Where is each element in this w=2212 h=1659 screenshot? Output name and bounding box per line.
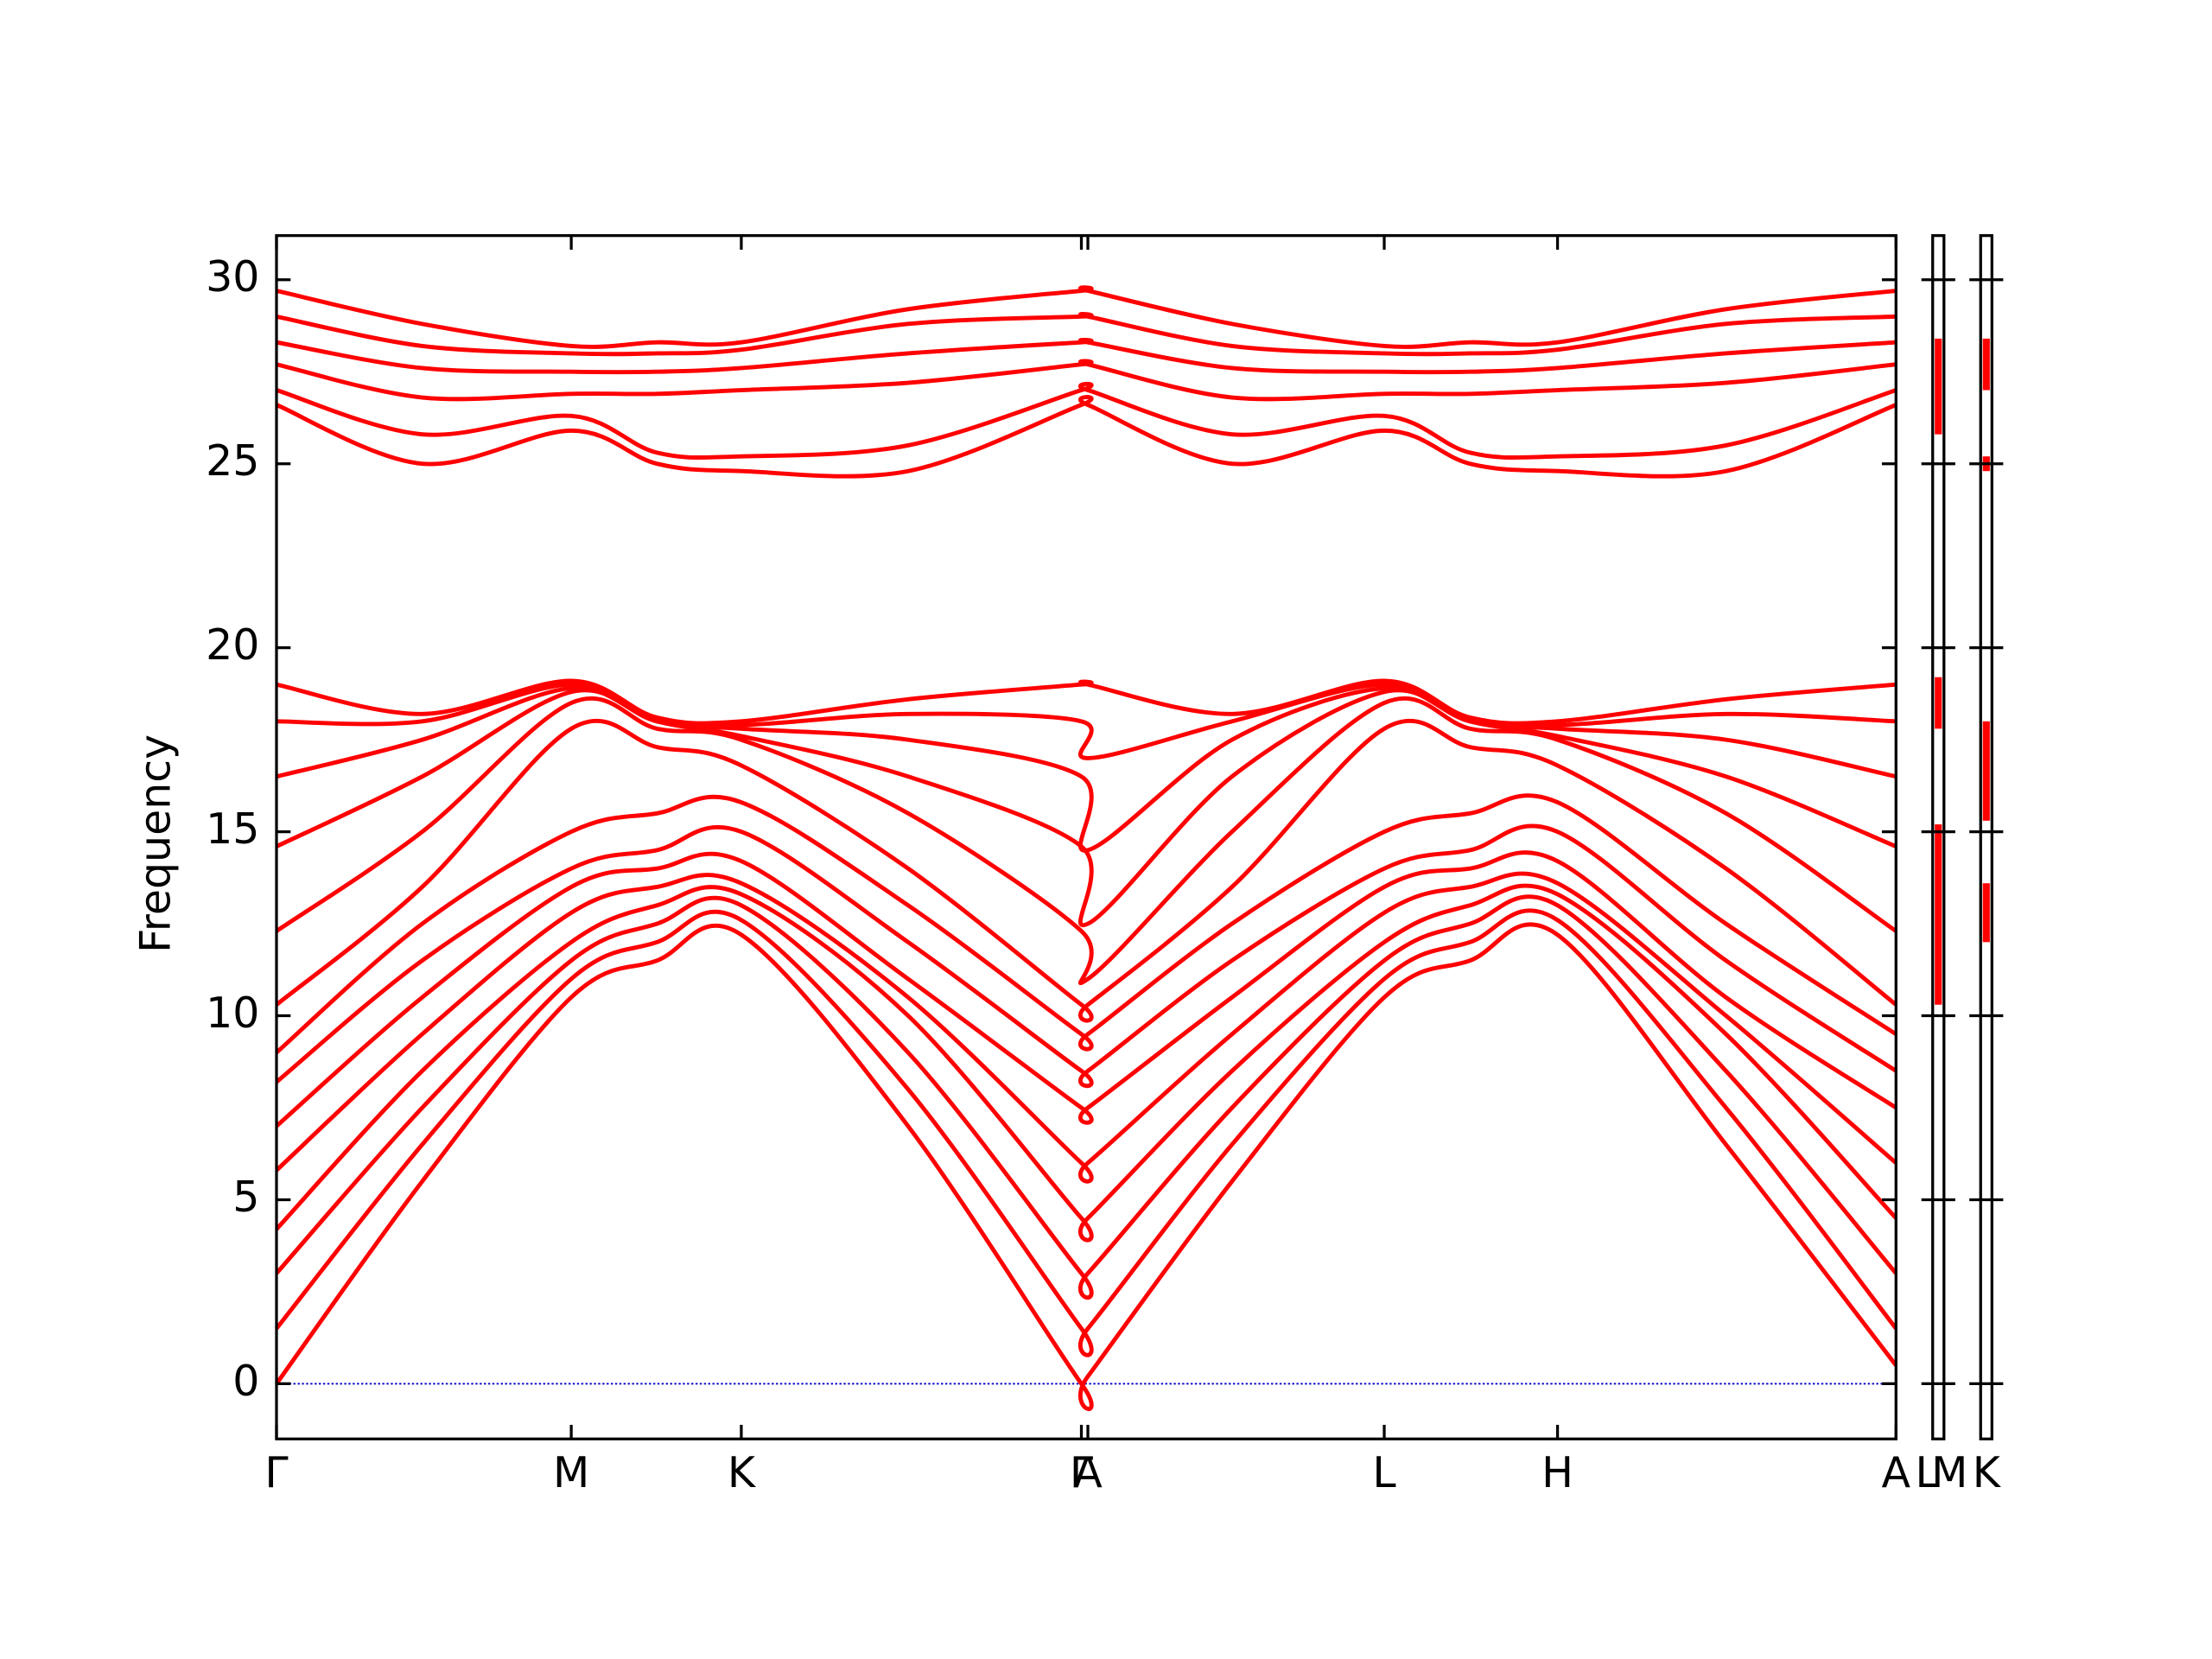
y-axis-label: Frequency [130,734,180,953]
panel-x-tick-label: L [1916,1448,1940,1497]
band-line [276,685,1897,853]
panel-band-segment [1982,883,1990,943]
band-line [276,285,1897,349]
panel-band-segment [1982,338,1990,391]
band-line [275,793,1897,1054]
panel-band-segment [1982,721,1990,821]
x-tick-label: K [728,1448,757,1497]
panel-x-tick-label: M [1931,1448,1967,1497]
y-tick-label: 20 [206,620,259,670]
plot-frame [275,234,1897,1440]
band-line [275,688,1897,928]
y-tick-label: 10 [206,988,259,1038]
x-tick-label: A [1882,1448,1911,1497]
panel-band-segment [1935,677,1942,729]
band-line [276,682,1897,760]
y-tick-label: 0 [232,1357,259,1406]
y-tick-label: 5 [232,1173,259,1222]
x-tick-label: H [1541,1448,1573,1497]
x-tick-label: A [1073,1448,1103,1497]
panel-band-segment [1935,338,1942,435]
band-line [275,908,1898,1357]
band-line [276,312,1897,357]
band-line [276,395,1897,479]
band-line [275,823,1897,1089]
y-tick-label: 30 [206,252,259,302]
x-tick-label: M [553,1448,589,1497]
band-line [275,871,1897,1184]
band-line [276,337,1897,375]
band-line [276,381,1897,461]
y-tick-label: 25 [206,436,259,486]
band-line [275,883,1898,1243]
band-line [276,359,1897,402]
band-line [276,678,1897,726]
y-tick-label: 15 [206,804,259,854]
band-line [275,894,1898,1300]
panel-frame [1931,234,1946,1440]
panel-x-tick-label: K [1973,1448,2002,1497]
x-tick-label: L [1372,1448,1396,1497]
x-tick-label: Γ [264,1448,289,1497]
x-tick-label: Γ [1070,1448,1094,1497]
panel-band-segment [1935,824,1942,1005]
band-line [275,922,1898,1411]
band-line [275,850,1897,1128]
band-line [275,718,1897,1023]
panel-frame [1979,234,1993,1440]
band-line [275,696,1897,986]
